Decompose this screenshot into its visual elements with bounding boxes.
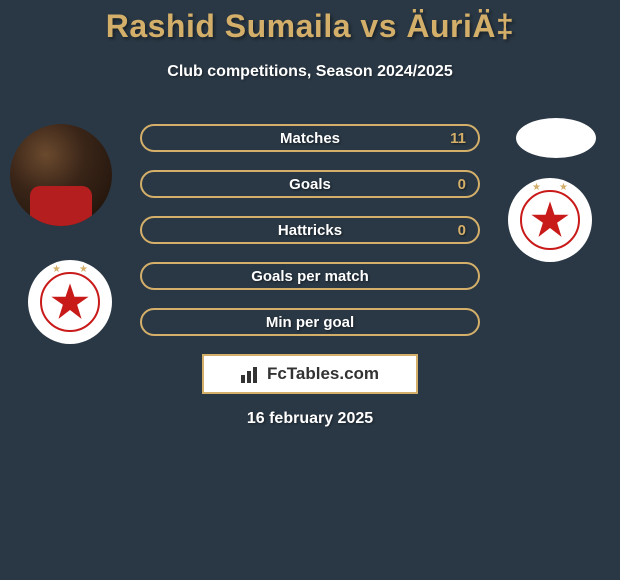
stat-value: 0 [458, 222, 466, 239]
stat-value: 11 [450, 130, 466, 147]
stat-label: Hattricks [278, 222, 342, 239]
comparison-subtitle: Club competitions, Season 2024/2025 [0, 63, 620, 81]
player-right-avatar [516, 118, 596, 158]
club-badge-left: ★ ★ [28, 260, 112, 344]
stats-list: Matches 11 Goals 0 Hattricks 0 Goals per… [140, 124, 480, 354]
bar-chart-icon [241, 365, 261, 383]
stat-row: Matches 11 [140, 124, 480, 152]
stat-row: Goals 0 [140, 170, 480, 198]
player-left-avatar [10, 124, 112, 226]
stat-label: Matches [280, 130, 340, 147]
stat-row: Hattricks 0 [140, 216, 480, 244]
brand-box: FcTables.com [202, 354, 418, 394]
stat-row: Min per goal [140, 308, 480, 336]
red-star-icon [46, 278, 94, 326]
stat-value: 0 [458, 176, 466, 193]
club-badge-right: ★ ★ [508, 178, 592, 262]
brand-text: FcTables.com [267, 364, 379, 384]
stat-label: Goals [289, 176, 331, 193]
red-star-icon [526, 196, 574, 244]
generated-date: 16 february 2025 [0, 410, 620, 428]
stat-row: Goals per match [140, 262, 480, 290]
stat-label: Goals per match [251, 268, 369, 285]
stat-label: Min per goal [266, 314, 354, 331]
comparison-title: Rashid Sumaila vs ÄuriÄ‡ [0, 0, 620, 45]
